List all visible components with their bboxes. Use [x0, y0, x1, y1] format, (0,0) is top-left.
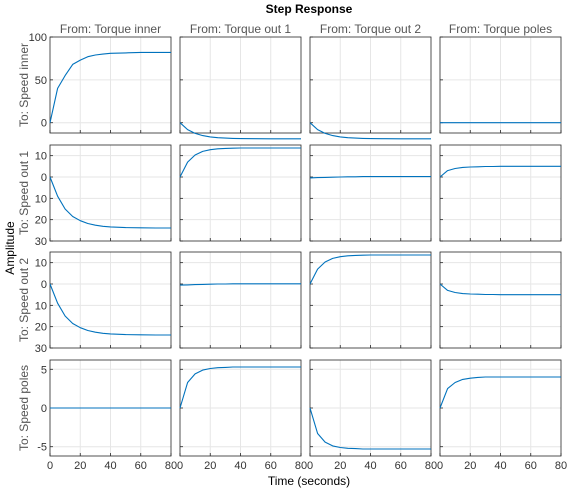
subplot-panel — [439, 144, 562, 242]
response-line — [49, 176, 171, 229]
y-tick-label: 20 — [35, 322, 47, 334]
response-line — [49, 51, 171, 123]
y-tick-label: 0 — [41, 279, 47, 291]
x-tick-label: 0 — [47, 460, 53, 472]
x-tick-label: 40 — [494, 460, 506, 472]
response-line — [179, 283, 301, 286]
x-tick-label: 80 — [295, 460, 307, 472]
x-tick-label: 40 — [104, 460, 116, 472]
response-line — [309, 176, 431, 179]
x-tick-label: 20 — [464, 460, 476, 472]
y-axis-label: Amplitude — [3, 221, 17, 275]
row-label: To: Speed poles — [17, 365, 31, 451]
x-tick-label: 60 — [135, 460, 147, 472]
subplot-panel — [309, 359, 432, 457]
x-tick-label: 80 — [165, 460, 177, 472]
y-tick-label: 10 — [35, 151, 47, 163]
x-tick-label: 60 — [525, 460, 537, 472]
response-line — [49, 283, 171, 336]
y-tick-label: 100 — [29, 32, 47, 44]
response-line — [309, 122, 431, 140]
x-tick-label: 0 — [177, 460, 183, 472]
y-tick-label: 0 — [41, 172, 47, 184]
x-tick-label: 20 — [204, 460, 216, 472]
response-line — [179, 122, 301, 140]
subplot-panel — [309, 251, 432, 349]
x-tick-label: 80 — [425, 460, 437, 472]
response-line — [179, 147, 301, 178]
x-tick-label: 40 — [234, 460, 246, 472]
subplot-panel — [49, 251, 172, 349]
subplot-panel — [49, 359, 172, 457]
response-line — [309, 407, 431, 450]
chart-title: Step Response — [266, 2, 353, 16]
row-label: To: Speed inner — [17, 43, 31, 127]
response-line — [439, 283, 561, 296]
subplot-panel — [439, 359, 562, 457]
column-label: From: Torque out 2 — [320, 22, 421, 36]
subplot-panel — [49, 36, 172, 134]
x-tick-label: 60 — [265, 460, 277, 472]
x-tick-label: 0 — [307, 460, 313, 472]
column-label: From: Torque poles — [449, 22, 552, 36]
subplot-panel — [179, 36, 302, 140]
y-tick-label: 10 — [35, 300, 47, 312]
y-tick-label: 5 — [41, 364, 47, 376]
column-label: From: Torque out 1 — [190, 22, 291, 36]
subplot-panel — [309, 144, 432, 242]
subplot-panel — [309, 36, 432, 140]
subplot-panel — [439, 36, 562, 134]
y-tick-label: 10 — [35, 258, 47, 270]
y-tick-label: 10 — [35, 193, 47, 205]
response-line — [309, 254, 431, 285]
row-label: To: Speed out 2 — [17, 258, 31, 342]
subplot-panel — [49, 144, 172, 242]
y-tick-label: 0 — [41, 403, 47, 415]
x-tick-labels: 0 20 40 60 80 0 20 40 60 80 0 20 40 60 80 0 20 40 60 80 — [47, 460, 567, 472]
column-headers: From: Torque inner From: Torque out 1 From… — [60, 22, 552, 36]
subplot-panel — [179, 251, 302, 349]
column-label: From: Torque inner — [60, 22, 161, 36]
subplot-panel — [179, 359, 302, 457]
x-tick-label: 80 — [555, 460, 567, 472]
y-tick-label: 50 — [35, 75, 47, 87]
x-tick-label: 20 — [334, 460, 346, 472]
x-tick-label: 0 — [437, 460, 443, 472]
y-tick-label: 30 — [35, 343, 47, 355]
x-tick-label: 20 — [74, 460, 86, 472]
subplot-panel — [439, 251, 562, 349]
y-tick-label: 20 — [35, 215, 47, 227]
x-axis-label: Time (seconds) — [268, 474, 350, 488]
response-line — [439, 165, 561, 178]
y-tick-label: 0 — [41, 118, 47, 130]
y-tick-label: 30 — [35, 236, 47, 248]
subplot-panel — [179, 144, 302, 242]
y-tick-label: -5 — [37, 442, 47, 454]
response-line — [179, 366, 301, 409]
row-label: To: Speed out 1 — [17, 151, 31, 235]
response-line — [439, 376, 561, 409]
x-tick-label: 40 — [364, 460, 376, 472]
x-tick-label: 60 — [395, 460, 407, 472]
